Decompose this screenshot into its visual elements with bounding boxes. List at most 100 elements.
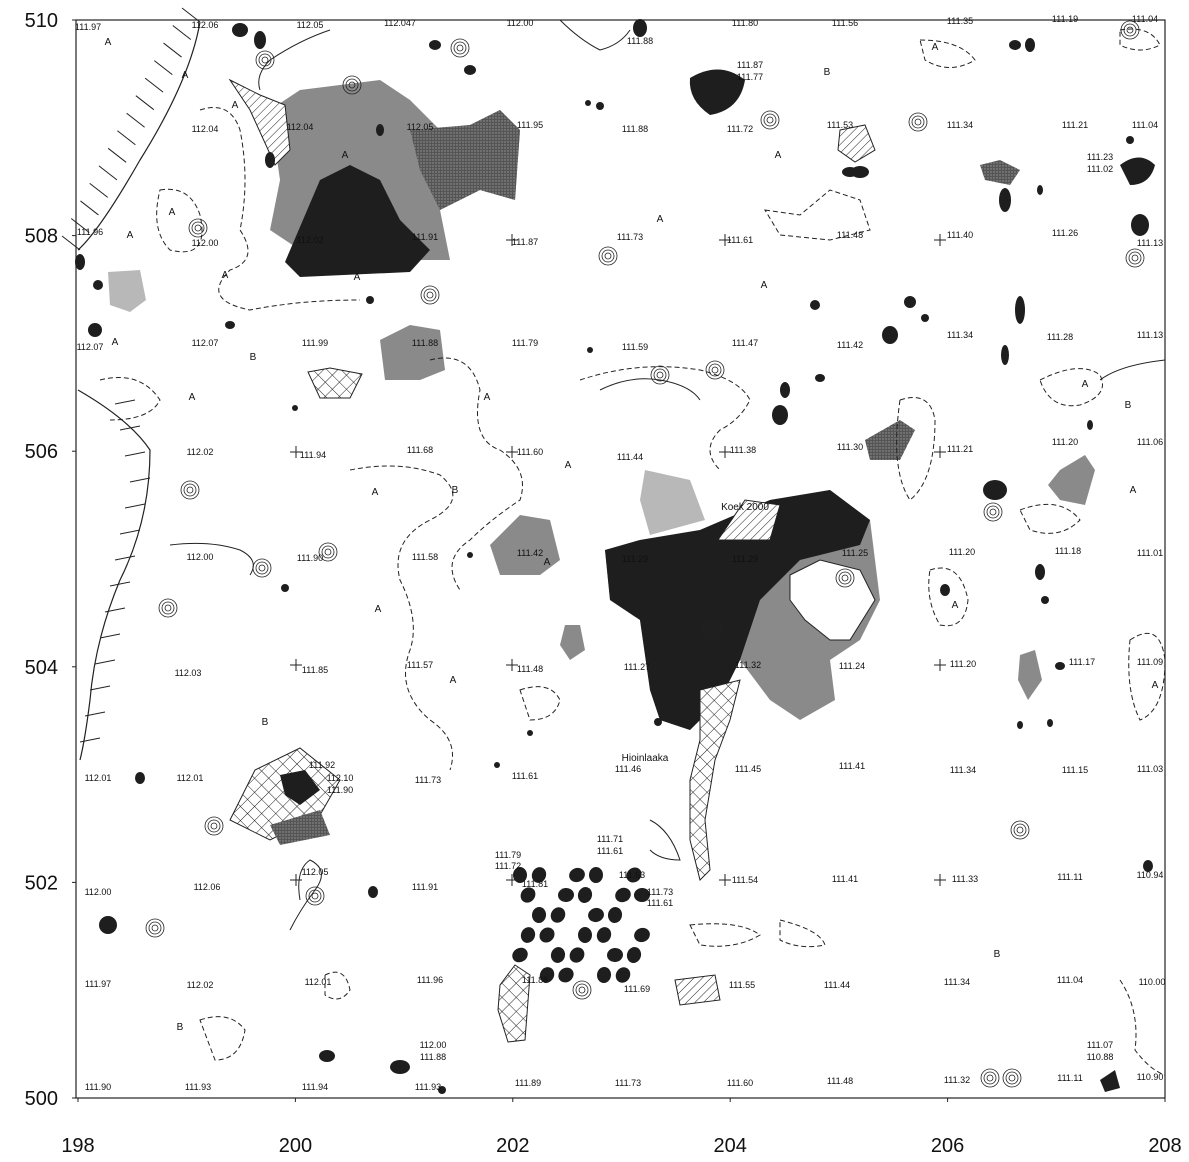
spot-height: 111.34 <box>947 330 973 340</box>
patch <box>1131 214 1149 236</box>
small-patches <box>75 19 1153 1094</box>
patch <box>596 927 612 943</box>
spot-height: 111.46 <box>615 764 641 774</box>
hachure <box>119 529 141 535</box>
spot-height: 111.93 <box>185 1082 211 1092</box>
spot-height: 111.61 <box>512 771 538 781</box>
spot-height: 111.96 <box>417 975 443 985</box>
patch <box>512 947 528 963</box>
spot-height: 111.60 <box>517 447 543 457</box>
mound <box>158 598 178 618</box>
mound <box>708 363 722 377</box>
grid-cross <box>506 659 518 671</box>
patch <box>634 927 650 943</box>
mound <box>1125 248 1145 268</box>
patch <box>626 947 642 963</box>
hachure <box>107 147 127 163</box>
mound <box>711 366 719 374</box>
spot-height: 111.94 <box>302 1082 328 1092</box>
mound <box>1128 251 1142 265</box>
patch <box>93 280 103 290</box>
patch <box>588 907 604 923</box>
area-code: A <box>354 272 361 283</box>
area-code: A <box>1082 379 1089 390</box>
spot-height: 112.06 <box>194 882 221 892</box>
patch <box>550 947 566 963</box>
patch <box>429 40 441 50</box>
spot-height: 111.93 <box>415 1082 441 1092</box>
spot-height: 111.42 <box>837 340 863 350</box>
hachure <box>144 77 164 93</box>
patch <box>1009 40 1021 50</box>
area-code: A <box>544 557 551 568</box>
spot-height: 111.33 <box>952 874 978 884</box>
patch <box>1025 38 1035 52</box>
hachure <box>129 477 151 483</box>
spot-height: 112.00 <box>507 18 534 28</box>
x-tick-label: 202 <box>496 1135 529 1157</box>
patch <box>1001 345 1009 365</box>
spot-height: 110.88 <box>1087 1052 1114 1062</box>
patch <box>390 1060 410 1074</box>
spot-height: 111.03 <box>1137 764 1163 774</box>
spot-height: 111.90 <box>85 1082 111 1092</box>
spot-height: 111.90 <box>297 553 323 563</box>
grid-cross <box>506 234 518 246</box>
patch <box>438 1086 446 1094</box>
grid-cross <box>934 234 946 246</box>
mound <box>986 505 1000 519</box>
spot-height: 111.79 <box>495 850 521 860</box>
spot-height: 111.72 <box>495 861 521 871</box>
spot-height: 111.88 <box>622 124 648 134</box>
spot-height: 111.20 <box>949 547 975 557</box>
patch <box>520 927 536 943</box>
hachure <box>126 112 145 128</box>
spot-height: 111.28 <box>1047 332 1073 342</box>
hachure <box>114 399 136 405</box>
hachure <box>117 130 136 146</box>
spot-height: 111.72 <box>727 124 753 134</box>
mound <box>598 246 618 266</box>
grid-cross <box>719 874 731 886</box>
patch <box>607 907 623 923</box>
patch <box>596 102 604 110</box>
spot-height: 111.15 <box>1062 765 1088 775</box>
patch <box>596 967 612 983</box>
spot-height: 111.80 <box>732 18 758 28</box>
spot-height: 111.19 <box>1052 14 1078 24</box>
mound <box>989 508 997 516</box>
spot-height: 112.02 <box>187 980 214 990</box>
patch <box>585 100 591 106</box>
area-code: B <box>177 1022 184 1033</box>
mound <box>705 360 725 380</box>
spot-height: 112.04 <box>192 124 219 134</box>
spot-height: 111.35 <box>947 16 973 26</box>
spot-height: 110.90 <box>1137 1072 1164 1082</box>
spot-height: 111.41 <box>839 761 865 771</box>
spot-height: 112.01 <box>305 977 332 987</box>
mound <box>1002 1068 1022 1088</box>
mound <box>426 291 434 299</box>
spot-height: 112.00 <box>192 238 219 248</box>
mound <box>186 486 194 494</box>
spot-height: 111.47 <box>732 338 758 348</box>
spot-height: 112.047 <box>384 18 416 28</box>
spot-height: 111.29 <box>622 554 648 564</box>
patch <box>983 480 1007 500</box>
mound <box>983 1071 997 1085</box>
area-code: A <box>484 392 491 403</box>
patch <box>539 967 555 983</box>
hachure <box>70 218 90 233</box>
patch <box>368 886 378 898</box>
area-code: A <box>450 675 457 686</box>
patch <box>1143 860 1153 872</box>
mound <box>1013 823 1027 837</box>
mound <box>151 924 159 932</box>
spot-height: 110.00 <box>1139 977 1166 987</box>
patch <box>232 23 248 37</box>
mound <box>453 41 467 55</box>
area-code: A <box>182 70 189 81</box>
spot-height: 111.73 <box>617 232 643 242</box>
area-code: B <box>262 717 269 728</box>
mound <box>705 623 719 637</box>
